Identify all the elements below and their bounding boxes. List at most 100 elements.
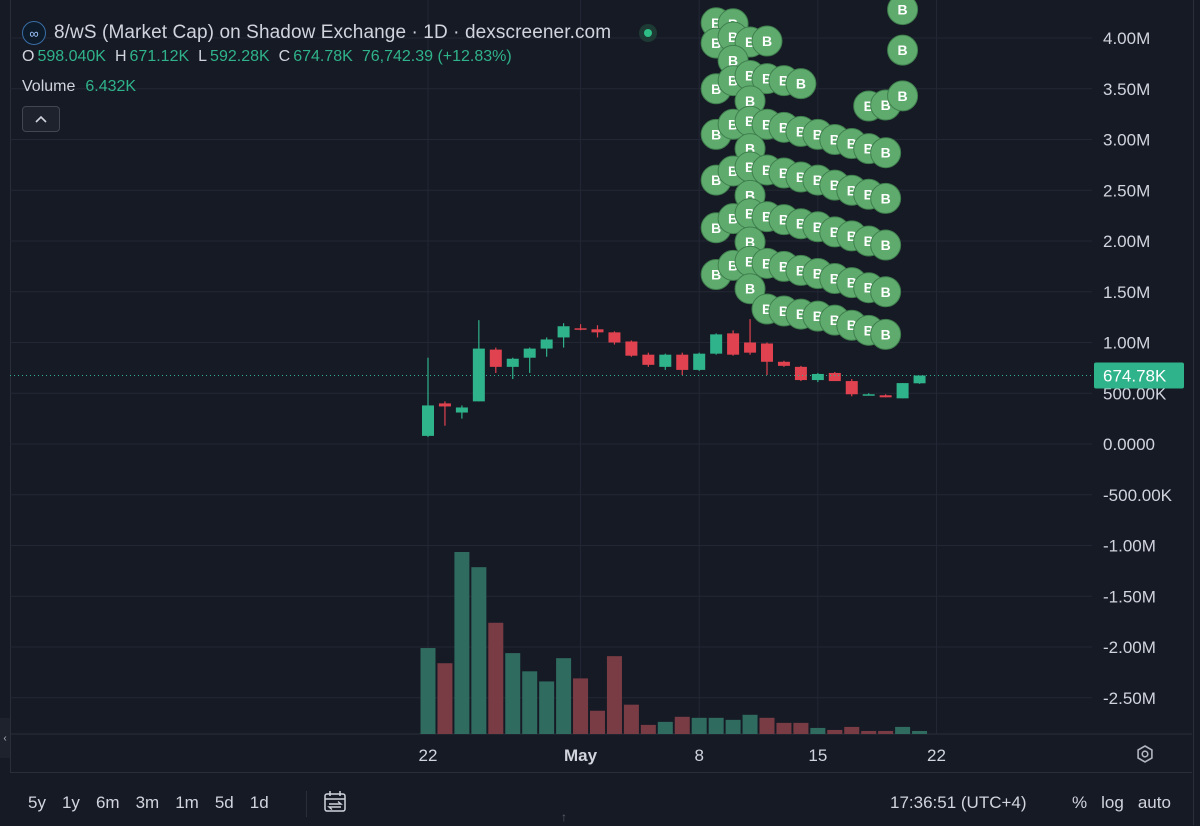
candle-body (642, 354, 655, 365)
buy-marker-label: B (745, 206, 755, 222)
time-axis: 22 May 8 15 22 (419, 746, 946, 765)
buy-marker-label: B (830, 224, 840, 240)
buy-marker-label: B (779, 258, 789, 274)
scale-options: % log auto (1072, 793, 1171, 813)
buy-marker-label: B (864, 141, 874, 157)
buy-marker-label: B (881, 237, 891, 253)
scale-option-percent[interactable]: % (1072, 793, 1088, 812)
ohlc-key-l: L (198, 48, 208, 65)
price-tick-label: -2.00M (1103, 638, 1156, 657)
buy-marker-label: B (796, 169, 806, 185)
candle-body (761, 343, 773, 362)
scroll-up-icon[interactable]: ↑ (561, 810, 567, 824)
time-tick-label: 22 (419, 746, 438, 765)
buy-marker-label: B (762, 162, 772, 178)
buy-marker-label: B (762, 116, 772, 132)
time-tick-label: 8 (694, 746, 703, 765)
volume-bar (488, 622, 504, 734)
buy-marker-label: B (711, 126, 721, 142)
range-buttons: 5y 1y 6m 3m 1m 5d 1d (28, 793, 269, 813)
buy-marker-label: B (847, 275, 857, 291)
ohlc-key-h: H (114, 48, 127, 65)
volume-bar (606, 656, 622, 734)
volume-bar (420, 648, 436, 734)
candle-body (794, 366, 807, 381)
range-button-6m[interactable]: 6m (95, 793, 120, 812)
buy-marker-label: B (711, 220, 721, 236)
buy-marker (734, 273, 766, 305)
buy-marker-label: B (864, 233, 874, 249)
buy-marker-label: B (745, 113, 755, 129)
scale-option-auto[interactable]: auto (1137, 793, 1171, 812)
gear-icon[interactable] (1135, 744, 1155, 764)
scale-option-log[interactable]: log (1101, 793, 1124, 812)
range-button-1d[interactable]: 1d (249, 793, 269, 812)
price-tick-label: 0.0000 (1103, 435, 1155, 454)
volume-bar (454, 552, 470, 734)
range-button-1y[interactable]: 1y (61, 793, 80, 812)
buy-marker (887, 80, 919, 112)
collapse-legend-button[interactable] (22, 106, 60, 132)
buy-marker-label: B (762, 301, 772, 317)
buy-marker-label: B (847, 228, 857, 244)
volume-bar (895, 726, 911, 734)
range-button-1m[interactable]: 1m (175, 793, 199, 812)
range-button-5y[interactable]: 5y (28, 793, 46, 812)
buy-marker-label: B (711, 81, 721, 97)
price-axis: 4.00M 3.50M 3.00M 2.50M 2.00M 1.50M 1.00M 500.0… (1103, 29, 1173, 708)
candle-body (913, 375, 926, 384)
buy-marker-label: B (745, 187, 755, 203)
ohlc-key-c: C (278, 48, 291, 65)
buy-marker-label: B (864, 98, 874, 114)
volume-bar (657, 721, 673, 734)
buy-marker-label: B (745, 281, 755, 297)
buy-marker-label: B (847, 136, 857, 152)
buy-marker-label: B (813, 172, 823, 188)
last-price: 674.78K (10, 362, 1184, 389)
candle-body (523, 348, 536, 358)
buy-marker-label: B (881, 97, 891, 113)
buy-marker-label: B (745, 234, 755, 250)
last-price-label: 674.78K (1103, 367, 1167, 386)
volume-bar (742, 714, 758, 734)
price-tick-label: 1.50M (1103, 283, 1150, 302)
left-panel-toggle[interactable]: ‹ (0, 718, 10, 758)
buy-marker-label: B (711, 172, 721, 188)
volume-bar (590, 710, 605, 734)
time-tick-label: May (564, 746, 598, 765)
calendar-range-icon[interactable] (322, 789, 348, 815)
price-tick-label: -1.50M (1103, 587, 1156, 606)
volume-bar (539, 681, 555, 734)
buy-marker-label: B (779, 165, 789, 181)
volume-bar (844, 726, 860, 734)
volume-bar (640, 724, 656, 734)
ohlc-values: O 598.040K H 671.12K L 592.28K C 674.78K 76,742.… (22, 48, 657, 72)
buy-marker (870, 229, 902, 261)
buy-marker-label: B (813, 126, 823, 142)
volume-legend: Volume 6.432K (22, 78, 657, 96)
range-button-5d[interactable]: 5d (214, 793, 234, 812)
buy-marker-label: B (728, 29, 738, 45)
buy-marker-label: B (728, 257, 738, 273)
toolbar-divider (306, 791, 307, 817)
range-button-3m[interactable]: 3m (135, 793, 160, 812)
buy-marker-label: B (813, 308, 823, 324)
price-tick-label: 2.50M (1103, 181, 1150, 200)
price-tick-label: 500.00K (1103, 384, 1167, 403)
status-dot-icon (639, 24, 658, 42)
candle-body (591, 329, 604, 333)
buy-marker-label: B (745, 68, 755, 84)
volume-bar (471, 567, 487, 734)
price-tick-label: 2.00M (1103, 232, 1150, 251)
chart-frame (10, 0, 1194, 825)
buy-marker-label: B (728, 211, 738, 227)
buy-marker-label: B (711, 15, 721, 31)
buy-marker-label: B (762, 209, 772, 225)
buy-marker (785, 68, 817, 100)
candle-body (862, 394, 875, 396)
buy-marker (870, 137, 902, 169)
candle-body (472, 348, 485, 402)
candle-body (557, 326, 570, 338)
volume-value: 6.432K (85, 78, 137, 95)
